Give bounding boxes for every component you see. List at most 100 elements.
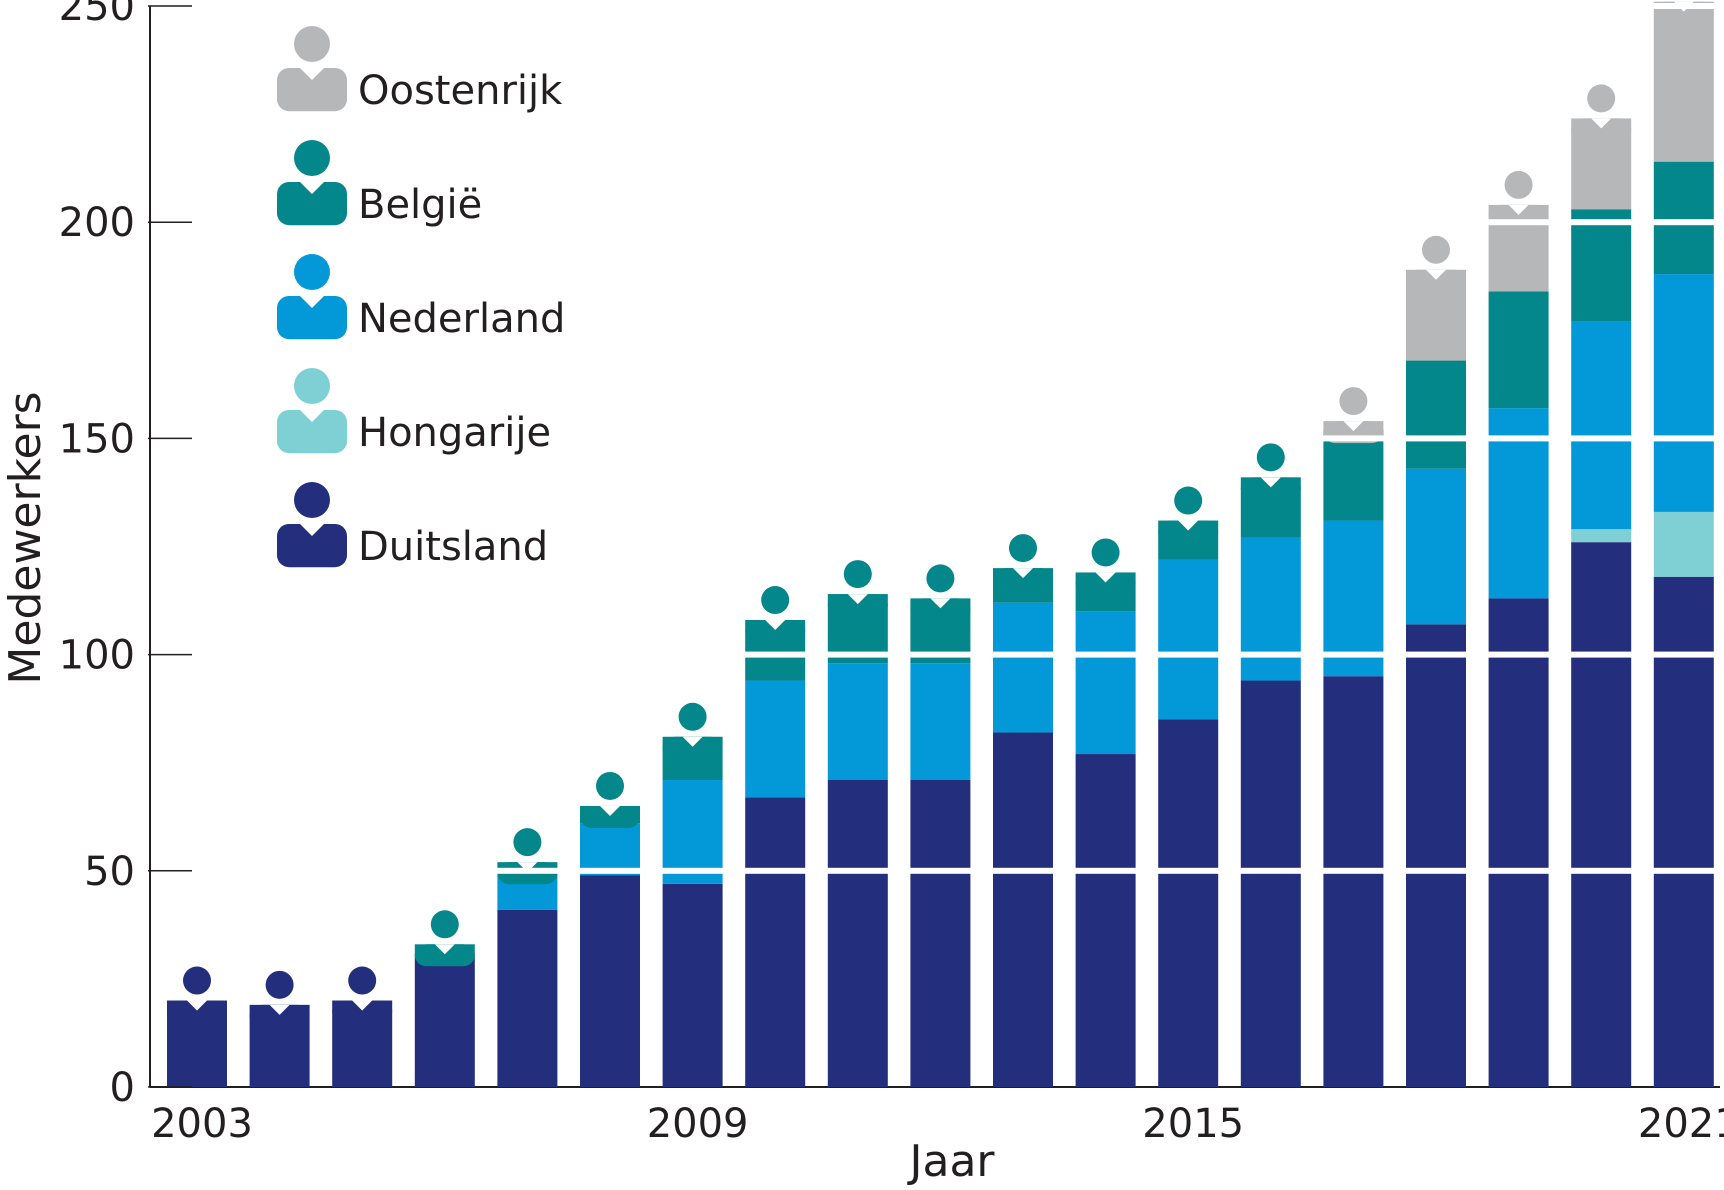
x-tick-label-2015: 2015 (1142, 1101, 1244, 1147)
x-tick-label-2021: 2021 (1638, 1101, 1724, 1147)
bar-gap-2016-100 (1239, 651, 1302, 658)
bar-gap-2021-50 (1652, 867, 1715, 874)
bar-segment-2020-België (1571, 209, 1632, 322)
bar-head-2013 (1009, 534, 1037, 563)
legend-person-icon-torso (277, 182, 347, 226)
bar-segment-2017-Duitsland (1323, 676, 1384, 1087)
x-axis-title: Jaar (907, 1136, 996, 1187)
bar-gap-2011-50 (826, 867, 889, 874)
bar-head-2006 (430, 910, 459, 939)
legend-person-icon-torso (277, 410, 347, 454)
y-axis-title: Medewerkers (0, 391, 51, 684)
legend-person-icon-head (294, 254, 330, 290)
bar-segment-2020-Hongarije (1571, 529, 1632, 543)
bar-collar-2019 (1508, 204, 1529, 215)
bar-gap-2021-100 (1652, 651, 1715, 658)
bar-2018 (1405, 235, 1467, 1087)
legend-item-Oostenrijk: Oostenrijk (277, 26, 563, 114)
legend-person-icon-collar (300, 410, 324, 422)
bar-top-2008 (580, 805, 640, 828)
bar-gap-2018-100 (1405, 651, 1467, 658)
bar-gap-2019-150 (1487, 435, 1550, 442)
bar-top-2013 (993, 568, 1053, 591)
bar-gap-2012-100 (909, 651, 972, 658)
bar-gap-2011-100 (826, 651, 889, 658)
bar-gap-2015-50 (1157, 867, 1220, 874)
bar-head-2004 (265, 970, 294, 999)
bar-gap-2015-100 (1157, 651, 1220, 658)
bar-segment-2014-Duitsland (1075, 754, 1136, 1087)
bar-collar-2012 (930, 598, 951, 609)
bar-top-2006 (414, 944, 475, 967)
bar-segment-2013-Nederland (993, 602, 1053, 733)
bar-head-2017 (1339, 387, 1368, 416)
bar-gap-2020-50 (1570, 867, 1633, 874)
bar-head-2015 (1174, 486, 1203, 515)
bar-segment-2010-Nederland (745, 680, 806, 798)
bar-gap-2014-50 (1074, 867, 1137, 874)
y-tick-label-50: 50 (84, 849, 135, 895)
bar-2017 (1322, 387, 1385, 1087)
bar-segment-2011-Nederland (827, 663, 888, 780)
bar-top-2018 (1406, 269, 1466, 292)
bar-segment-2016-Duitsland (1240, 680, 1301, 1087)
bar-top-2020 (1571, 118, 1632, 141)
bar-head-2007 (513, 828, 542, 857)
legend-label: België (358, 182, 482, 228)
legend-person-icon-torso (277, 296, 347, 340)
bar-2012 (909, 564, 972, 1087)
bar-gap-2008-50 (579, 867, 641, 874)
bar-collar-2008 (600, 805, 620, 816)
bar-segment-2009-Duitsland (662, 883, 723, 1087)
legend-person-icon-collar (300, 182, 324, 194)
bar-head-2003 (183, 966, 211, 995)
bar-collar-2013 (1013, 568, 1033, 579)
bar-2006 (414, 910, 475, 1087)
y-tick-label-100: 100 (59, 633, 135, 679)
bar-segment-2012-Duitsland (910, 779, 971, 1087)
bar-2021 (1652, 1, 1715, 1087)
bar-segment-2017-Nederland (1323, 520, 1384, 677)
bar-2019 (1487, 170, 1550, 1087)
bar-top-2004 (249, 1004, 310, 1027)
bar-2011 (826, 560, 889, 1087)
bar-top-2015 (1158, 520, 1219, 543)
bar-head-2012 (926, 564, 955, 593)
bar-segment-2011-Duitsland (827, 779, 888, 1087)
bar-gap-2016-50 (1239, 867, 1302, 874)
x-ticks: 2003 2009 2015 2021 (151, 1101, 1724, 1147)
bar-head-2014 (1091, 538, 1120, 567)
y-tick-label-250: 250 (59, 0, 135, 30)
bar-segment-2014-Nederland (1075, 611, 1136, 755)
bar-gap-2013-50 (992, 867, 1054, 874)
bar-head-2010 (761, 586, 790, 615)
bar-gap-2020-200 (1570, 219, 1633, 226)
bar-segment-2018-Nederland (1406, 468, 1466, 625)
bar-head-2008 (596, 771, 624, 800)
bar-gap-2021-200 (1652, 219, 1715, 226)
bar-gap-2019-200 (1487, 219, 1550, 226)
bar-gap-2017-50 (1322, 867, 1385, 874)
legend-person-icon-torso (277, 68, 347, 112)
bar-collar-2010 (765, 620, 786, 631)
legend-person-icon-head (294, 482, 330, 518)
bar-segment-2016-Nederland (1240, 537, 1301, 681)
bar-collar-2015 (1178, 520, 1199, 531)
bar-segment-2019-Duitsland (1488, 598, 1549, 1087)
legend-person-icon-head (294, 26, 330, 62)
bar-segment-2019-België (1488, 291, 1549, 409)
legend: Oostenrijk België Nederland Hongarije Duitsl… (277, 26, 565, 570)
bar-gap-2020-100 (1570, 651, 1633, 658)
bar-collar-2014 (1095, 572, 1116, 583)
legend-person-icon-collar (300, 296, 324, 308)
bar-segment-2015-Nederland (1158, 559, 1219, 720)
legend-person-icon (277, 254, 347, 340)
bar-segment-2013-Duitsland (993, 732, 1053, 1087)
bar-2008 (579, 771, 641, 1087)
legend-person-icon (277, 368, 347, 454)
legend-label: Oostenrijk (358, 68, 563, 114)
bar-head-2018 (1422, 235, 1450, 264)
legend-person-icon-torso (277, 524, 347, 568)
bar-2003 (167, 966, 227, 1087)
bar-collar-2020 (1591, 118, 1612, 129)
